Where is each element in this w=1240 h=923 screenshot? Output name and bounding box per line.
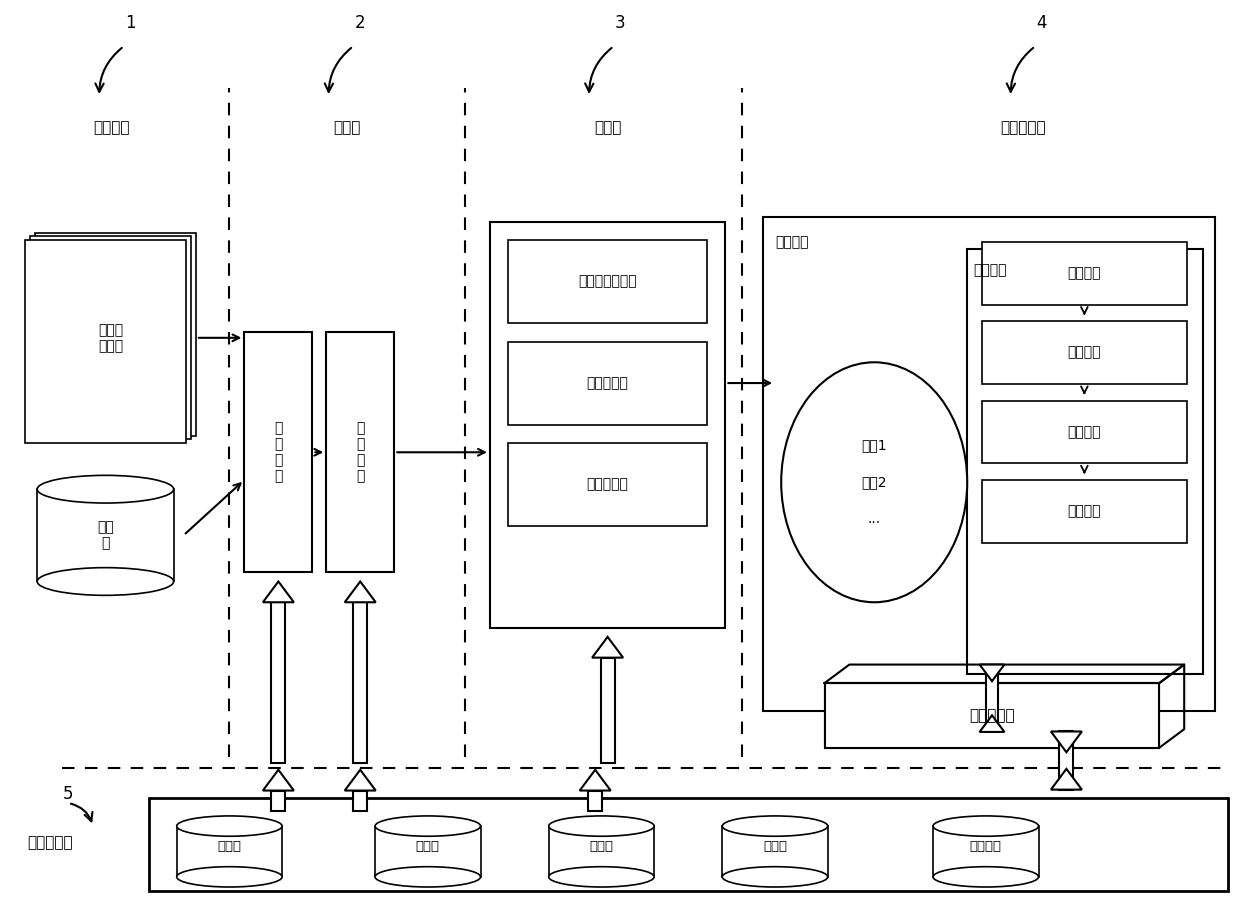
Polygon shape [345, 581, 376, 603]
FancyBboxPatch shape [982, 401, 1187, 463]
Ellipse shape [37, 475, 174, 503]
Text: 设计问题分析器: 设计问题分析器 [578, 274, 637, 289]
Polygon shape [980, 715, 1004, 732]
Text: 专家1: 专家1 [862, 438, 887, 452]
Text: 5: 5 [63, 785, 73, 803]
Ellipse shape [176, 816, 283, 836]
FancyBboxPatch shape [934, 826, 1039, 877]
Text: 推荐机制: 推荐机制 [973, 263, 1007, 277]
Text: 系统支持层: 系统支持层 [27, 835, 72, 850]
FancyBboxPatch shape [588, 790, 603, 811]
Ellipse shape [932, 816, 1039, 836]
Ellipse shape [932, 867, 1039, 887]
Ellipse shape [374, 816, 481, 836]
Text: ...: ... [868, 512, 880, 526]
FancyBboxPatch shape [763, 217, 1215, 711]
Text: 信息获取: 信息获取 [1068, 266, 1101, 281]
FancyBboxPatch shape [508, 240, 707, 323]
FancyBboxPatch shape [982, 480, 1187, 543]
FancyBboxPatch shape [982, 242, 1187, 305]
Text: 2: 2 [355, 14, 365, 32]
FancyBboxPatch shape [982, 321, 1187, 384]
FancyBboxPatch shape [600, 658, 615, 763]
Ellipse shape [722, 816, 828, 836]
Polygon shape [593, 637, 622, 658]
FancyBboxPatch shape [272, 790, 285, 811]
FancyBboxPatch shape [149, 798, 1228, 891]
FancyBboxPatch shape [374, 826, 481, 877]
FancyBboxPatch shape [549, 826, 655, 877]
Ellipse shape [548, 816, 655, 836]
FancyBboxPatch shape [1059, 731, 1074, 790]
FancyBboxPatch shape [25, 240, 186, 443]
Ellipse shape [176, 867, 283, 887]
FancyBboxPatch shape [35, 233, 196, 436]
Text: 1: 1 [125, 14, 135, 32]
Text: 专家2: 专家2 [862, 475, 887, 489]
Polygon shape [980, 665, 1004, 681]
FancyBboxPatch shape [326, 332, 394, 572]
Polygon shape [263, 770, 294, 790]
FancyBboxPatch shape [30, 236, 191, 439]
Text: 资料
库: 资料 库 [97, 521, 114, 550]
Text: 设计问
题文档: 设计问 题文档 [98, 323, 123, 353]
FancyBboxPatch shape [722, 826, 828, 877]
Ellipse shape [722, 867, 828, 887]
FancyBboxPatch shape [967, 249, 1203, 674]
Polygon shape [1052, 731, 1081, 752]
Polygon shape [263, 581, 294, 603]
Text: 模版库: 模版库 [763, 840, 787, 854]
Polygon shape [579, 770, 611, 790]
FancyBboxPatch shape [272, 603, 285, 763]
FancyBboxPatch shape [353, 790, 367, 811]
Text: 信息反馈: 信息反馈 [1068, 504, 1101, 519]
FancyBboxPatch shape [353, 603, 367, 763]
FancyBboxPatch shape [987, 665, 998, 732]
Text: 研讨管理器: 研讨管理器 [970, 708, 1014, 723]
Polygon shape [345, 770, 376, 790]
Text: 表示层: 表示层 [334, 120, 361, 135]
Text: 知
识
抽
取: 知 识 抽 取 [274, 421, 283, 484]
Text: 分析层: 分析层 [594, 120, 621, 135]
Text: 知识融合器: 知识融合器 [587, 376, 629, 390]
Text: 4: 4 [1037, 14, 1047, 32]
Text: 模型库: 模型库 [589, 840, 614, 854]
FancyBboxPatch shape [508, 342, 707, 425]
Text: 操作机制: 操作机制 [1068, 425, 1101, 439]
Text: 专家检索器: 专家检索器 [587, 477, 629, 492]
Ellipse shape [548, 867, 655, 887]
FancyBboxPatch shape [490, 222, 725, 628]
Polygon shape [1052, 769, 1081, 790]
FancyBboxPatch shape [244, 332, 312, 572]
FancyBboxPatch shape [37, 489, 174, 581]
Text: 专家体系: 专家体系 [775, 235, 808, 249]
Text: 信息源层: 信息源层 [93, 120, 130, 135]
Ellipse shape [37, 568, 174, 595]
FancyBboxPatch shape [825, 683, 1159, 748]
FancyBboxPatch shape [508, 443, 707, 526]
Text: 3: 3 [615, 14, 625, 32]
Ellipse shape [781, 362, 967, 603]
Text: 知
识
表
示: 知 识 表 示 [356, 421, 365, 484]
FancyBboxPatch shape [825, 683, 1159, 748]
Text: 知识仓库: 知识仓库 [970, 840, 1002, 854]
Text: 研讨活动层: 研讨活动层 [1001, 120, 1045, 135]
Text: 数据库: 数据库 [217, 840, 242, 854]
Ellipse shape [374, 867, 481, 887]
Text: 信息输出: 信息输出 [1068, 345, 1101, 360]
FancyBboxPatch shape [176, 826, 281, 877]
Text: 方法库: 方法库 [415, 840, 440, 854]
